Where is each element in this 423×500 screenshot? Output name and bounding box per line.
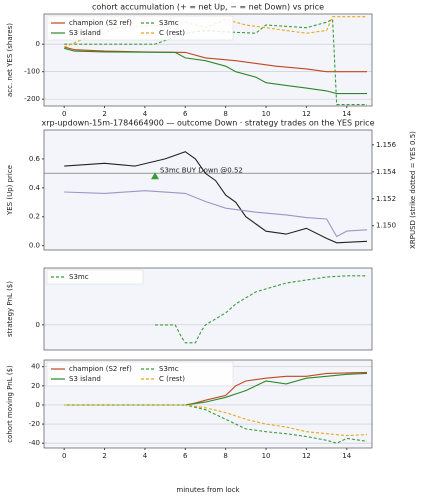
y-tick-label: 0 [36, 321, 40, 329]
y-axis-label: strategy PnL ($) [6, 281, 14, 337]
annotation: S3mc BUY Down @0.52 [160, 166, 243, 174]
y2-tick-label: 1.150 [376, 222, 396, 230]
x-tick-label: 10 [262, 110, 271, 118]
y2-axis-label: XRPUSD (strike dotted = YES 0.5) [409, 131, 417, 249]
y-tick-label: 0 [36, 401, 40, 409]
y-tick-label: 0.0 [29, 242, 40, 250]
legend-box [46, 269, 144, 285]
legend-label: S3mc [159, 365, 179, 373]
y2-tick-label: 1.152 [376, 195, 396, 203]
y-tick-label: 20 [31, 382, 40, 390]
legend-label: champion (S2 ref) [69, 365, 132, 373]
plot-frame [43, 267, 373, 351]
series-line [155, 275, 367, 344]
x-tick-label: 4 [143, 110, 148, 118]
legend-label: C (rest) [159, 29, 185, 37]
x-tick-label: 14 [342, 110, 351, 118]
series-line [64, 47, 367, 95]
y-axis-label: cohort moving PnL ($) [6, 365, 14, 443]
plot-frame [43, 13, 373, 107]
x-tick-label: 0 [62, 452, 66, 460]
y-tick-label: 0.6 [29, 155, 41, 163]
y-tick-label: -200 [24, 95, 40, 103]
y-tick-label: -20 [29, 420, 40, 428]
y-tick-label: 0.4 [29, 184, 41, 192]
legend-label: S3mc [69, 273, 89, 281]
legend-label: C (rest) [159, 375, 185, 383]
y-axis-label: YES (Up) price [6, 165, 14, 216]
plot-frame [43, 129, 373, 251]
x-tick-label: 12 [302, 452, 311, 460]
y-tick-label: 0 [36, 40, 40, 48]
series-line [64, 190, 368, 238]
series-line [64, 404, 368, 444]
legend-label: champion (S2 ref) [69, 19, 132, 27]
y2-tick-label: 1.154 [376, 168, 397, 176]
legend-label: S3mc [159, 19, 179, 27]
y-axis-label: acc. net YES (shares) [6, 23, 14, 97]
y2-tick-label: 1.156 [376, 141, 397, 149]
series-line [64, 404, 368, 437]
y-tick-label: 0.2 [29, 213, 40, 221]
y-tick-label: 40 [31, 363, 40, 371]
x-tick-label: 8 [223, 452, 227, 460]
series-line [64, 46, 367, 73]
trade-marker [151, 172, 160, 180]
legend-label: S3 island [69, 375, 101, 383]
panel-title: cohort accumulation (+ = net Up, − = net… [92, 3, 324, 12]
x-tick-label: 2 [102, 452, 106, 460]
x-tick-label: 12 [302, 110, 311, 118]
y-tick-label: -100 [24, 68, 40, 76]
plot-frame [43, 359, 373, 449]
x-axis-label: minutes from lock [176, 486, 240, 494]
x-tick-label: 2 [102, 110, 106, 118]
legend-box [46, 15, 234, 41]
x-tick-label: 4 [143, 452, 148, 460]
x-tick-label: 0 [62, 110, 66, 118]
x-tick-label: 14 [342, 452, 351, 460]
legend-box [46, 361, 234, 387]
x-tick-label: 8 [223, 110, 227, 118]
y-tick-label: -40 [29, 439, 40, 447]
x-tick-label: 6 [183, 110, 188, 118]
panel-title: xrp-updown-15m-1784664900 — outcome Down… [41, 119, 374, 128]
legend-label: S3 island [69, 29, 101, 37]
series-line [64, 372, 368, 406]
x-tick-label: 10 [262, 452, 271, 460]
plot-area [44, 130, 372, 250]
series-line [64, 151, 368, 244]
x-tick-label: 6 [183, 452, 188, 460]
